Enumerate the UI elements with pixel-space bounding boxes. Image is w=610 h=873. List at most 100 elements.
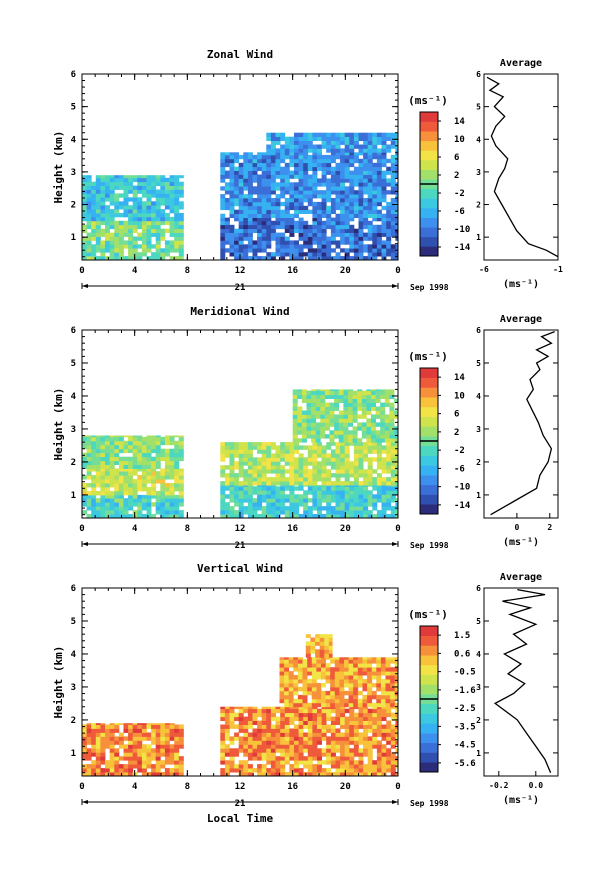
heatmap-cell	[317, 224, 322, 230]
heatmap-cell	[252, 708, 258, 714]
heatmap-cell	[238, 772, 244, 777]
heatmap-cell	[118, 456, 124, 462]
heatmap-cell	[95, 723, 101, 725]
heatmap-cell	[321, 252, 327, 257]
heatmap-cell	[261, 190, 267, 195]
heatmap-cell	[105, 181, 110, 186]
heatmap-cell	[257, 182, 263, 187]
heatmap-cell	[324, 649, 330, 654]
heatmap-cell	[100, 452, 106, 458]
heatmap-cell	[353, 702, 359, 708]
heatmap-cell	[362, 657, 368, 660]
heatmap-cell	[105, 744, 110, 749]
heatmap-cell	[128, 185, 134, 190]
heatmap-cell	[394, 659, 399, 664]
heatmap-cell	[357, 683, 363, 688]
heatmap-cell	[372, 744, 378, 749]
heatmap-cell	[137, 510, 143, 515]
heatmap-cell	[252, 748, 258, 753]
heatmap-cell	[95, 435, 101, 438]
heatmap-cell	[340, 136, 346, 141]
heatmap-cell	[151, 728, 157, 733]
heatmap-cell	[105, 479, 110, 484]
heatmap-cell	[348, 394, 353, 399]
heatmap-cell	[164, 435, 170, 438]
heatmap-cell	[358, 506, 364, 511]
heatmap-cell	[320, 389, 326, 392]
heatmap-cell	[118, 487, 124, 492]
heatmap-cell	[357, 657, 363, 660]
heatmap-cell	[270, 453, 276, 458]
heatmap-cell	[284, 166, 290, 171]
heatmap-cell	[160, 236, 166, 241]
heatmap-cell	[334, 663, 340, 668]
heatmap-cell	[164, 244, 170, 249]
heatmap-cell	[376, 186, 382, 191]
heatmap-cell	[174, 748, 180, 753]
y-tick-label: 1	[71, 233, 76, 243]
heatmap-cell	[330, 486, 336, 491]
heatmap-cell	[266, 706, 272, 710]
heatmap-cell	[390, 248, 396, 253]
heatmap-cell	[82, 732, 87, 737]
heatmap-cell	[284, 217, 290, 222]
heatmap-cell	[86, 244, 92, 249]
heatmap-cell	[349, 494, 355, 499]
heatmap-cell	[394, 414, 399, 419]
heatmap-cell	[114, 224, 120, 230]
heatmap-cell	[358, 213, 364, 218]
heatmap-cell	[340, 760, 346, 765]
heatmap-cell	[234, 465, 240, 470]
heatmap-cell	[381, 498, 387, 503]
heatmap-cell	[312, 232, 318, 237]
heatmap-cell	[326, 240, 332, 245]
heatmap-cell	[353, 764, 359, 769]
heatmap-cell	[349, 465, 355, 470]
heatmap-cell	[105, 506, 110, 511]
heatmap-cell	[343, 438, 349, 443]
heatmap-cell	[307, 449, 313, 454]
x-axis-label: Local Time	[207, 812, 274, 825]
heatmap-cell	[294, 724, 299, 729]
heatmap-cell	[289, 220, 295, 226]
heatmap-cell	[266, 453, 272, 458]
heatmap-cell	[252, 510, 258, 515]
heatmap-cell	[339, 698, 345, 704]
heatmap-cell	[381, 162, 387, 168]
heatmap-cell	[100, 252, 106, 257]
heatmap-cell	[220, 445, 226, 450]
heatmap-cell	[307, 174, 313, 179]
heatmap-cell	[386, 502, 392, 507]
heatmap-cell	[280, 136, 286, 141]
heatmap-cell	[146, 732, 152, 737]
heatmap-cell	[100, 740, 106, 745]
heatmap-cell	[128, 177, 134, 183]
heatmap-cell	[366, 434, 372, 439]
heatmap-cell	[91, 510, 97, 515]
heatmap-cell	[169, 175, 175, 179]
heatmap-cell	[243, 248, 249, 253]
heatmap-cell	[352, 434, 358, 439]
heatmap-cell	[95, 736, 101, 741]
heatmap-cell	[326, 140, 332, 145]
heatmap-cell	[229, 510, 235, 515]
heatmap-cell	[381, 256, 387, 261]
heatmap-cell	[317, 217, 322, 222]
heatmap-cell	[326, 461, 332, 466]
heatmap-cell	[155, 189, 161, 194]
heatmap-cell	[335, 732, 341, 737]
heatmap-cell	[317, 498, 322, 503]
heatmap-cell	[137, 768, 143, 773]
heatmap-cell	[238, 240, 244, 245]
heatmap-cell	[385, 694, 391, 700]
average-y-tick-label: 2	[476, 458, 481, 467]
heatmap-cell	[363, 236, 369, 241]
heatmap-cell	[105, 728, 110, 733]
heatmap-cell	[315, 434, 321, 439]
heatmap-cell	[252, 198, 258, 203]
heatmap-cell	[275, 445, 281, 450]
heatmap-cell	[380, 390, 386, 396]
y-axis-label: Height (km)	[52, 646, 65, 719]
heatmap-cell	[146, 232, 152, 237]
heatmap-cell	[118, 448, 124, 454]
